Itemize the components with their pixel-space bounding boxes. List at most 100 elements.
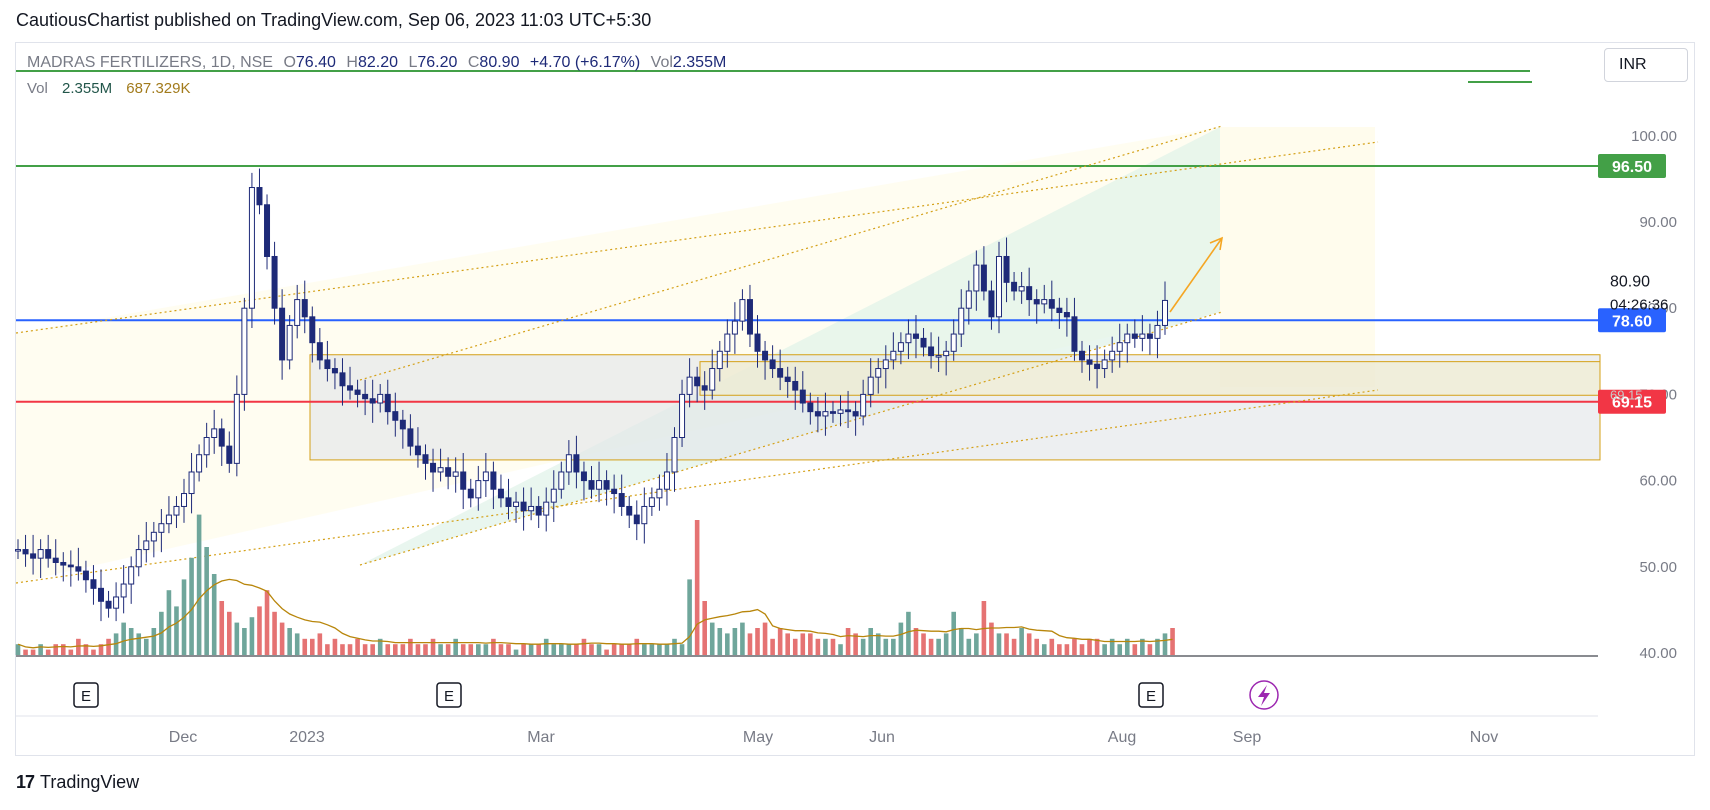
volume-bar	[347, 644, 353, 655]
volume-bar	[755, 628, 760, 655]
candle-body	[324, 359, 331, 370]
volume-bar	[943, 633, 949, 655]
volume-bar	[1102, 644, 1107, 655]
volume-bar	[128, 628, 134, 655]
volume-bar	[996, 633, 1002, 655]
candle-body	[1086, 359, 1093, 365]
tradingview-mark-icon: 17	[16, 772, 35, 792]
candle-body	[196, 454, 203, 473]
candle-body	[475, 480, 482, 499]
x-tick-label: May	[743, 729, 773, 746]
volume-bar	[83, 644, 89, 655]
candle-body	[203, 437, 210, 456]
volume-bar	[15, 644, 21, 655]
candle-body	[369, 398, 376, 404]
volume-bar	[476, 644, 481, 655]
candle-body	[679, 393, 686, 438]
volume-bar	[921, 633, 926, 655]
volume-bar	[898, 622, 904, 655]
candle-body	[377, 393, 384, 404]
candle-body	[75, 566, 82, 572]
y-tick-label: 90.00	[1639, 214, 1677, 231]
volume-bar	[226, 611, 232, 655]
volume-bar	[664, 644, 670, 655]
candle-body	[671, 437, 678, 473]
volume-bar	[717, 628, 723, 655]
inner-zone-box	[699, 361, 1601, 396]
candle-body	[829, 411, 836, 414]
candle-body	[822, 411, 829, 417]
lower-channel-line	[15, 389, 1379, 584]
candle-body	[709, 368, 716, 391]
volume-bar	[974, 633, 979, 655]
x-tick-label: 2023	[289, 729, 325, 746]
candle-body	[414, 445, 421, 456]
candle-body	[158, 523, 165, 533]
volume-label: Vol	[27, 80, 48, 97]
volume-bar	[1147, 644, 1153, 655]
candle-body	[867, 376, 874, 395]
candle-body	[497, 488, 504, 499]
volume-bar	[626, 644, 632, 655]
volume-bar	[60, 644, 66, 655]
vol-value: 2.355M	[672, 54, 727, 71]
candle-body	[565, 454, 572, 473]
candle-body	[347, 385, 354, 391]
volume-bar	[1019, 628, 1024, 655]
volume-value: 2.355M	[62, 80, 113, 97]
candle-body	[528, 505, 535, 512]
volume-bar	[845, 628, 851, 655]
candle-body	[784, 376, 791, 382]
volume-bar	[725, 633, 730, 655]
candle-body	[875, 368, 882, 378]
volume-bar	[762, 622, 768, 655]
candle-body	[1131, 333, 1138, 339]
volume-bar	[408, 638, 413, 655]
candle-body	[943, 350, 950, 357]
candle-body	[248, 187, 255, 309]
earnings-marker	[1138, 682, 1164, 708]
candle-body	[626, 505, 633, 516]
volume-bar	[694, 520, 700, 655]
candle-body	[739, 299, 746, 322]
candle-body	[1041, 299, 1048, 305]
candle-body	[233, 393, 240, 464]
y-tick-label: 40.00	[1639, 645, 1677, 662]
volume-bar	[611, 644, 617, 655]
candle-body	[241, 307, 248, 395]
volume-bar	[649, 644, 655, 655]
candle-body	[362, 393, 369, 400]
earnings-marker-label: E	[444, 688, 454, 705]
candle-body	[1026, 286, 1033, 301]
last-price-label: 80.90	[1610, 273, 1650, 290]
candle-body	[165, 514, 172, 525]
volume-bar	[174, 606, 179, 655]
low-value: 76.20	[417, 54, 458, 71]
countdown-label: 04:26:36	[1610, 296, 1668, 313]
vol-label: Vol	[650, 54, 673, 71]
volume-bar	[76, 638, 81, 655]
volume-bar	[143, 638, 149, 655]
volume-bar	[506, 644, 511, 655]
volume-ma-line	[17, 578, 1173, 649]
candle-body	[301, 299, 308, 318]
currency-button[interactable]: INR	[1604, 48, 1688, 82]
x-tick-label: Nov	[1470, 729, 1498, 746]
symbol-legend: MADRAS FERTILIZERS, 1D, NSE O76.40 H82.2…	[27, 54, 726, 72]
candle-body	[452, 471, 459, 477]
volume-bar	[211, 574, 217, 655]
candle-body	[437, 467, 444, 473]
candle-body	[648, 497, 655, 507]
volume-bar	[1026, 633, 1032, 655]
candle-body	[905, 333, 912, 344]
candle-body	[837, 409, 844, 414]
candle-body	[694, 376, 701, 387]
volume-bar	[1011, 638, 1017, 655]
candle-body	[339, 372, 346, 387]
volume-bar	[777, 628, 783, 655]
tradingview-logo[interactable]: 17 TradingView	[16, 772, 139, 793]
candle-body	[1078, 350, 1085, 361]
candle-body	[995, 255, 1002, 318]
symbol-name: MADRAS FERTILIZERS, 1D, NSE	[27, 54, 273, 71]
